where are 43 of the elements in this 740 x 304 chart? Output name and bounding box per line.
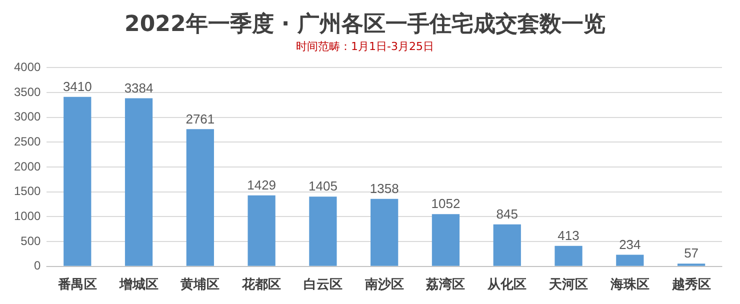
- bar: [248, 195, 276, 266]
- chart-title: 2022年一季度 · 广州各区一手住宅成交套数一览: [124, 10, 606, 37]
- x-tick-label: 荔湾区: [425, 276, 466, 293]
- x-tick-label: 从化区: [486, 278, 527, 293]
- bar: [309, 196, 337, 266]
- data-label: 1358: [370, 180, 399, 196]
- data-label: 845: [496, 206, 518, 222]
- x-tick-label: 越秀区: [670, 276, 711, 293]
- y-tick-label: 500: [20, 234, 42, 248]
- y-tick-label: 1500: [14, 184, 42, 198]
- bar: [186, 129, 214, 266]
- x-tick-label: 增城区: [118, 278, 158, 293]
- bar: [64, 96, 92, 266]
- x-tick-label: 南沙区: [364, 278, 404, 293]
- x-tick-label: 天河区: [548, 278, 588, 293]
- y-tick-label: 0: [34, 258, 42, 273]
- y-tick-label: 3500: [14, 84, 42, 99]
- data-label: 2761: [186, 111, 215, 126]
- x-tick-label: 黄埔区: [180, 276, 220, 293]
- bar: [370, 198, 398, 266]
- data-label: 234: [619, 236, 641, 252]
- data-label: 1052: [431, 196, 460, 212]
- data-label: 3410: [62, 79, 92, 94]
- bar: [493, 224, 521, 266]
- y-tick-label: 4000: [14, 60, 42, 74]
- x-tick-label: 白云区: [303, 278, 342, 293]
- data-label: 1429: [247, 177, 276, 192]
- bar: [554, 246, 582, 266]
- y-tick-label: 3000: [14, 110, 42, 124]
- y-tick-label: 2500: [14, 134, 42, 148]
- x-tick-label: 番禺区: [56, 276, 97, 293]
- y-tick-label: 2000: [14, 159, 42, 174]
- y-tick-label: 1000: [14, 209, 42, 224]
- x-tick-label: 花都区: [241, 278, 282, 293]
- data-label: 3384: [124, 80, 154, 96]
- data-label: 413: [558, 228, 580, 243]
- bar: [616, 254, 644, 266]
- bar: [124, 98, 153, 266]
- x-tick-label: 海珠区: [609, 278, 650, 293]
- chart-subtitle: 时间范畴：1月1日-3月25日: [296, 40, 434, 53]
- data-label: 57: [684, 246, 699, 261]
- bar: [432, 214, 460, 266]
- data-label: 1405: [308, 178, 338, 194]
